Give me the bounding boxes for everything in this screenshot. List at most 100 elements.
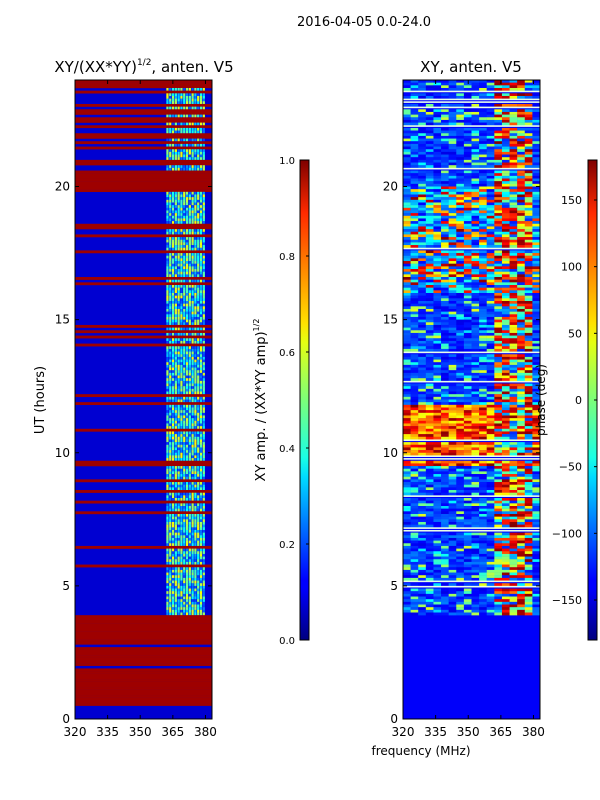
signal-cell: [166, 540, 169, 544]
signal-cell: [169, 468, 172, 472]
phase-cell: [410, 367, 419, 371]
signal-cell: [185, 442, 189, 445]
phase-cell: [463, 261, 472, 264]
signal-cell: [191, 364, 194, 368]
phase-cell: [479, 127, 487, 131]
phase-cell: [403, 412, 411, 416]
phase-cell: [463, 186, 472, 190]
phase-cell: [463, 207, 472, 211]
signal-cell: [177, 127, 180, 131]
phase-cell: [479, 490, 487, 493]
signal-cell: [180, 551, 183, 555]
signal-cell: [199, 458, 203, 461]
signal-cell: [194, 423, 197, 427]
signal-cell: [180, 127, 183, 131]
phase-cell: [463, 308, 472, 312]
signal-cell: [199, 199, 203, 203]
signal-cell: [169, 269, 172, 272]
phase-cell: [410, 290, 419, 294]
signal-cell: [199, 143, 203, 147]
phase-cell: [448, 258, 457, 262]
signal-cell: [194, 466, 197, 469]
phase-cell: [517, 157, 525, 161]
phase-cell: [425, 492, 434, 496]
signal-cell: [188, 423, 191, 427]
signal-cell: [197, 143, 200, 147]
signal-cell: [177, 279, 180, 283]
phase-cell: [479, 119, 487, 123]
signal-cell: [197, 258, 200, 262]
signal-cell: [199, 340, 203, 344]
phase-cell: [471, 300, 480, 304]
signal-cell: [177, 503, 180, 507]
signal-cell: [171, 535, 175, 539]
phase-cell: [471, 487, 480, 491]
signal-cell: [185, 540, 189, 544]
signal-cell: [177, 521, 180, 525]
signal-cell: [171, 588, 175, 592]
phase-cell: [524, 170, 533, 174]
signal-cell: [199, 327, 203, 331]
signal-cell: [202, 423, 205, 427]
phase-cell: [486, 378, 495, 382]
phase-cell: [425, 282, 434, 286]
phase-cell: [403, 346, 411, 350]
signal-cell: [188, 253, 191, 256]
signal-cell: [199, 205, 203, 208]
phase-cell: [456, 269, 465, 272]
phase-cell: [532, 95, 540, 99]
signal-cell: [188, 87, 191, 91]
signal-cell: [183, 593, 186, 597]
signal-cell: [185, 415, 189, 419]
signal-cell: [197, 311, 200, 315]
phase-cell: [471, 143, 480, 147]
phase-cell: [448, 242, 457, 246]
phase-cell: [532, 338, 540, 342]
signal-cell: [169, 388, 172, 392]
signal-cell: [166, 319, 169, 323]
phase-cell: [441, 170, 449, 174]
phase-cell: [532, 175, 540, 179]
signal-cell: [191, 271, 194, 275]
phase-cell: [403, 154, 411, 158]
phase-cell: [524, 82, 533, 86]
phase-cell: [448, 82, 457, 86]
signal-cell: [169, 386, 172, 390]
signal-cell: [183, 367, 186, 371]
phase-cell: [463, 215, 472, 219]
phase-cell: [433, 245, 442, 248]
signal-cell: [188, 332, 191, 336]
signal-cell: [188, 300, 191, 304]
signal-cell: [199, 535, 203, 539]
signal-cell: [169, 293, 172, 296]
phase-cell: [448, 119, 457, 123]
signal-cell: [197, 591, 200, 595]
phase-cell: [456, 396, 465, 400]
phase-cell: [418, 375, 427, 379]
phase-cell: [479, 255, 487, 259]
signal-cell: [199, 207, 203, 211]
phase-cell: [471, 159, 480, 163]
phase-cell: [479, 415, 487, 419]
phase-cell: [494, 378, 503, 382]
phase-cell: [471, 223, 480, 227]
signal-cell: [194, 354, 197, 358]
phase-cell: [501, 194, 510, 198]
signal-cell: [174, 391, 177, 395]
signal-cell: [174, 274, 177, 278]
signal-cell: [199, 567, 203, 571]
phase-cell: [471, 298, 480, 302]
phase-cell: [471, 434, 480, 437]
signal-cell: [177, 543, 180, 547]
signal-cell: [199, 415, 203, 419]
phase-cell: [403, 436, 411, 440]
phase-cell: [441, 114, 449, 118]
signal-cell: [185, 506, 189, 509]
signal-cell: [180, 495, 183, 499]
phase-cell: [524, 388, 533, 392]
signal-cell: [174, 529, 177, 533]
phase-cell: [433, 114, 442, 118]
phase-cell: [486, 338, 495, 342]
phase-cell: [524, 135, 533, 139]
phase-cell: [524, 223, 533, 227]
